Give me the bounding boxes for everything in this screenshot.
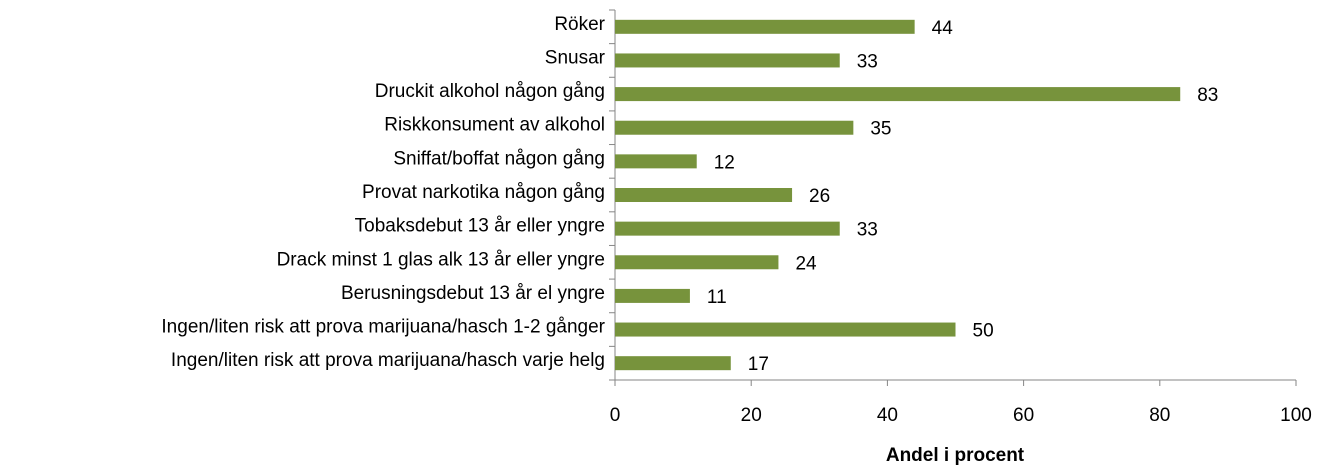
- y-tick-label: Snusar: [545, 47, 606, 68]
- y-tick-label: Ingen/liten risk att prova marijuana/has…: [171, 350, 605, 371]
- bar: [615, 120, 854, 135]
- bar: [615, 255, 779, 270]
- bar: [615, 356, 731, 371]
- x-tick-label: 60: [1013, 405, 1034, 426]
- y-tick-label: Provat narkotika någon gång: [362, 182, 605, 203]
- bar: [615, 87, 1181, 102]
- data-label: 24: [795, 253, 817, 274]
- data-label: 44: [932, 18, 954, 39]
- y-tick-label: Röker: [554, 14, 605, 35]
- bar: [615, 188, 793, 202]
- y-tick-label: Tobaksdebut 13 år eller yngre: [355, 216, 605, 237]
- data-label: 17: [748, 354, 769, 375]
- data-label: 11: [707, 287, 727, 308]
- data-label: 83: [1197, 85, 1218, 106]
- data-label: 26: [809, 186, 830, 207]
- bar: [615, 53, 840, 68]
- bar: [615, 19, 915, 34]
- bar: [615, 154, 697, 169]
- data-label: 50: [973, 321, 994, 342]
- y-tick-label: Druckit alkohol någon gång: [375, 81, 605, 102]
- x-axis-label: Andel i procent: [886, 445, 1025, 466]
- bar: [615, 322, 956, 337]
- data-label: 12: [714, 152, 735, 173]
- data-label: 35: [870, 119, 891, 140]
- x-tick-label: 40: [877, 405, 898, 426]
- y-tick-label: Berusningsdebut 13 år el yngre: [341, 283, 605, 304]
- data-label: 33: [857, 220, 878, 241]
- y-tick-label: Drack minst 1 glas alk 13 år eller yngre: [277, 249, 605, 270]
- x-tick-label: 20: [741, 405, 762, 426]
- y-tick-label: Ingen/liten risk att prova marijuana/has…: [161, 317, 605, 338]
- data-label: 33: [857, 51, 878, 72]
- x-tick-label: 0: [610, 405, 621, 426]
- bar: [615, 288, 690, 303]
- x-tick-label: 100: [1280, 405, 1312, 426]
- y-tick-label: Sniffat/boffat någon gång: [393, 148, 605, 169]
- bar: [615, 221, 840, 236]
- y-tick-label: Riskkonsument av alkohol: [384, 115, 605, 136]
- x-tick-label: 80: [1149, 405, 1170, 426]
